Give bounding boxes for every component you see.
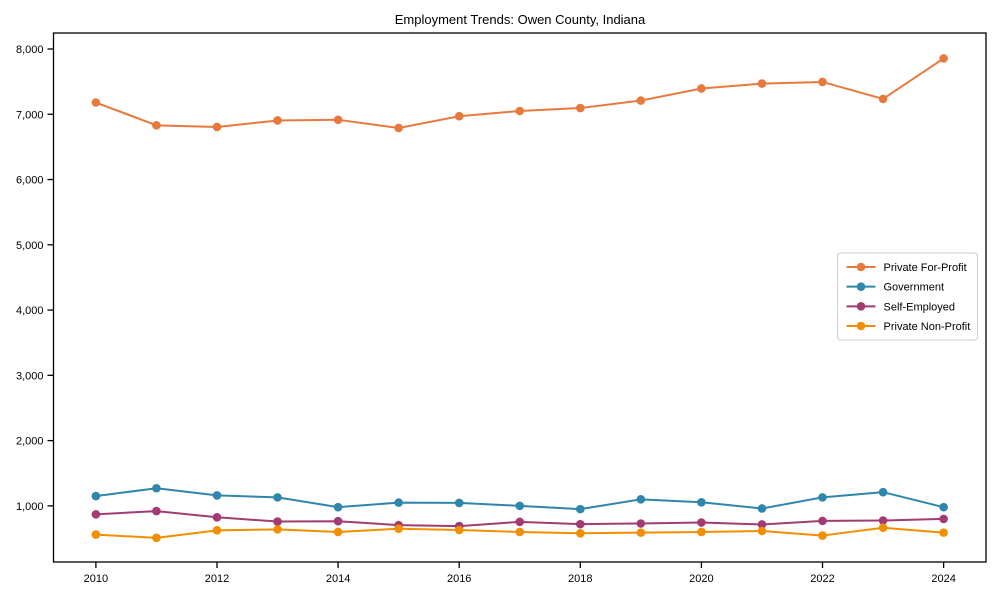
data-point bbox=[152, 483, 161, 493]
data-point bbox=[273, 525, 282, 534]
data-point bbox=[697, 84, 706, 93]
x-tick-label: 2010 bbox=[84, 573, 108, 585]
data-point bbox=[515, 501, 525, 511]
legend-label: Self-Employed bbox=[884, 301, 956, 313]
data-point bbox=[91, 491, 101, 501]
data-point bbox=[454, 498, 464, 508]
data-point bbox=[878, 523, 888, 533]
data-point bbox=[91, 530, 101, 539]
data-point bbox=[152, 121, 161, 130]
legend-item-private-for-profit: Private For-Profit bbox=[846, 262, 967, 274]
data-point bbox=[818, 77, 827, 87]
x-tick-label: 2020 bbox=[689, 573, 713, 585]
legend-item-self-employed: Self-Employed bbox=[846, 301, 956, 313]
data-point bbox=[878, 516, 888, 525]
legend: Private For-Profit Government Self-Employe… bbox=[837, 252, 978, 341]
y-tick-label: 1,000 bbox=[16, 501, 44, 513]
data-point bbox=[454, 111, 464, 121]
series-private-for-profit bbox=[91, 54, 948, 133]
legend-item-private-non-profit: Private Non-Profit bbox=[846, 321, 971, 333]
data-point bbox=[697, 518, 706, 527]
y-tick-label: 4,000 bbox=[16, 305, 44, 317]
series-line bbox=[94, 57, 945, 129]
data-point bbox=[636, 528, 646, 537]
data-point bbox=[939, 528, 948, 537]
data-point bbox=[757, 526, 767, 536]
data-point bbox=[636, 495, 646, 504]
x-tick-label: 2016 bbox=[447, 573, 471, 585]
data-point bbox=[515, 527, 525, 537]
data-point bbox=[757, 504, 767, 513]
x-tick-label: 2022 bbox=[810, 573, 834, 585]
y-tick-label: 2,000 bbox=[16, 436, 44, 448]
data-point bbox=[273, 493, 282, 502]
y-axis: 1,000 2,000 3,000 4,000 5,000 6,000 7,000 8,000 bbox=[16, 44, 54, 513]
y-tick-label: 6,000 bbox=[16, 175, 44, 187]
data-point bbox=[333, 502, 343, 512]
data-point bbox=[878, 487, 888, 497]
data-point bbox=[818, 493, 827, 502]
data-point bbox=[152, 506, 161, 516]
series-government bbox=[91, 483, 948, 514]
y-tick-label: 8,000 bbox=[16, 44, 44, 56]
data-point bbox=[91, 98, 101, 107]
legend-marker-icon bbox=[856, 262, 866, 272]
data-point bbox=[273, 517, 282, 526]
legend-marker-icon bbox=[856, 321, 866, 331]
series-self-employed bbox=[91, 506, 948, 531]
data-point bbox=[818, 531, 827, 540]
data-point bbox=[333, 527, 343, 537]
x-tick-label: 2014 bbox=[326, 573, 350, 585]
data-point bbox=[394, 498, 403, 507]
legend-box bbox=[837, 252, 978, 341]
legend-label: Government bbox=[884, 282, 945, 294]
data-point bbox=[212, 512, 222, 522]
data-point bbox=[878, 94, 888, 104]
data-point bbox=[818, 516, 827, 526]
legend-item-government: Government bbox=[846, 282, 945, 294]
data-point bbox=[757, 520, 767, 529]
data-point bbox=[212, 491, 222, 500]
data-point bbox=[333, 516, 343, 526]
y-tick-label: 5,000 bbox=[16, 240, 44, 252]
x-tick-label: 2018 bbox=[568, 573, 592, 585]
data-point bbox=[757, 79, 767, 88]
data-point bbox=[636, 519, 646, 528]
data-point bbox=[939, 54, 948, 63]
data-point bbox=[152, 533, 161, 543]
data-point bbox=[576, 103, 585, 113]
data-point bbox=[939, 502, 948, 512]
data-point bbox=[454, 525, 464, 535]
data-point bbox=[515, 106, 525, 116]
y-tick-label: 3,000 bbox=[16, 370, 44, 382]
data-point bbox=[576, 519, 585, 529]
data-point bbox=[697, 527, 706, 537]
x-tick-label: 2024 bbox=[931, 573, 955, 585]
plot-border bbox=[52, 32, 987, 563]
data-point bbox=[515, 517, 525, 527]
data-point bbox=[939, 514, 948, 524]
data-point bbox=[212, 526, 222, 535]
data-point bbox=[333, 115, 343, 125]
data-point bbox=[636, 96, 646, 105]
legend-marker-icon bbox=[856, 282, 866, 291]
chart-title: Employment Trends: Owen County, Indiana bbox=[394, 12, 646, 27]
x-tick-label: 2012 bbox=[205, 573, 229, 585]
data-point bbox=[212, 122, 222, 132]
data-point bbox=[273, 116, 282, 125]
x-axis: 2010 2012 2014 2016 2018 2020 2022 2024 bbox=[84, 562, 956, 585]
y-tick-label: 7,000 bbox=[16, 109, 44, 121]
data-point bbox=[576, 528, 585, 538]
data-point bbox=[91, 510, 101, 519]
series-private-non-profit bbox=[91, 523, 948, 543]
data-point bbox=[697, 497, 706, 507]
legend-label: Private Non-Profit bbox=[884, 321, 971, 333]
data-point bbox=[394, 524, 403, 534]
legend-label: Private For-Profit bbox=[884, 262, 967, 274]
legend-marker-icon bbox=[856, 302, 866, 311]
data-point bbox=[394, 123, 403, 133]
data-point bbox=[576, 504, 585, 514]
